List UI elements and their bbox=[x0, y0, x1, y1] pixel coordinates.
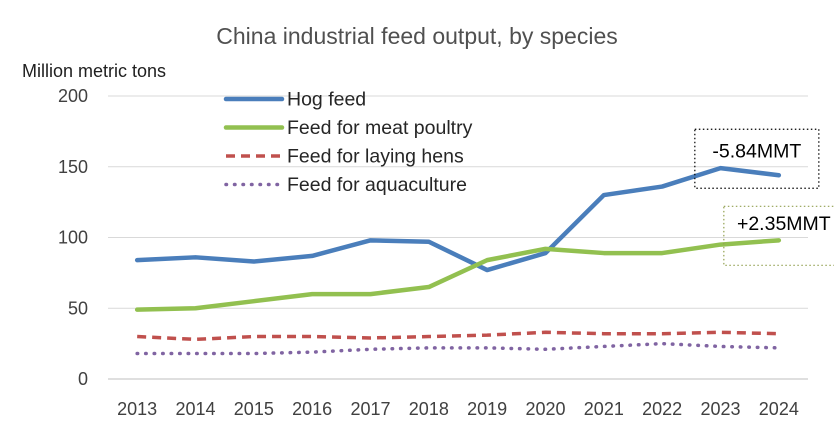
x-tick-label: 2023 bbox=[700, 399, 740, 419]
x-tick-label: 2019 bbox=[467, 399, 507, 419]
y-tick-labels: 0 50 100 150 200 bbox=[58, 86, 88, 389]
series-line-feed-for-meat-poultry bbox=[134, 238, 782, 312]
annotation-box bbox=[694, 128, 820, 189]
legend-label-feed-for-laying-hens: Feed for laying hens bbox=[287, 146, 464, 168]
series-line-feed-for-aquaculture bbox=[135, 341, 781, 356]
chart-title: China industrial feed output, by species bbox=[216, 23, 617, 49]
x-tick-label: 2017 bbox=[350, 399, 390, 419]
y-tick-label: 200 bbox=[58, 86, 88, 106]
annotation-label: +2.35MMT bbox=[737, 213, 831, 235]
x-tick-label: 2024 bbox=[759, 399, 799, 419]
legend-label-feed-for-meat-poultry: Feed for meat poultry bbox=[287, 117, 473, 139]
annotations: -5.84MMT +2.35MMT bbox=[694, 128, 834, 266]
series-line-feed-for-laying-hens bbox=[137, 330, 779, 342]
x-tick-label: 2014 bbox=[175, 399, 215, 419]
legend: Hog feed Feed for meat poultry Feed for la… bbox=[223, 89, 473, 196]
gridlines bbox=[108, 95, 808, 309]
x-tick-label: 2013 bbox=[117, 399, 157, 419]
x-tick-label: 2016 bbox=[292, 399, 332, 419]
x-tick-labels: 2013 2014 2015 2016 2017 2018 2019 2020 2021 2022… bbox=[117, 399, 799, 419]
annotation-box bbox=[723, 205, 834, 266]
series-line-hog-feed bbox=[134, 165, 782, 273]
y-axis-label: Million metric tons bbox=[22, 61, 166, 81]
y-tick-label: 150 bbox=[58, 157, 88, 177]
y-tick-label: 50 bbox=[68, 298, 88, 318]
legend-label-hog-feed: Hog feed bbox=[287, 89, 366, 111]
y-tick-label: 0 bbox=[78, 369, 88, 389]
legend-label-feed-for-aquaculture: Feed for aquaculture bbox=[287, 174, 467, 196]
x-tick-label: 2021 bbox=[584, 399, 624, 419]
series-lines bbox=[134, 165, 782, 356]
y-tick-label: 100 bbox=[58, 228, 88, 248]
x-tick-label: 2022 bbox=[642, 399, 682, 419]
annotation-label: -5.84MMT bbox=[712, 141, 801, 163]
x-tick-label: 2018 bbox=[409, 399, 449, 419]
x-tick-label: 2020 bbox=[525, 399, 565, 419]
x-tick-label: 2015 bbox=[234, 399, 274, 419]
